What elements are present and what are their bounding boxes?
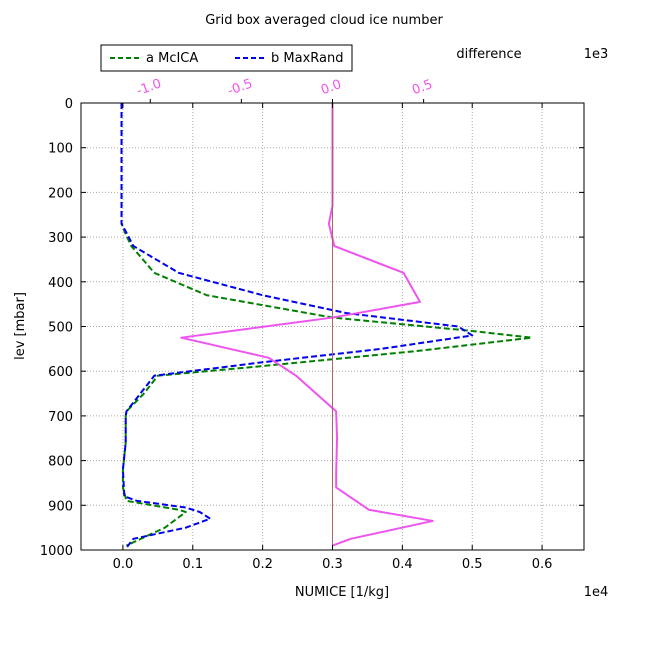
x-tick-label: 0.3: [322, 557, 343, 572]
y-tick-label: 800: [48, 455, 73, 470]
series-layer: [120, 103, 533, 550]
legend: a McICA b MaxRand: [100, 44, 353, 72]
y-tick-label: 300: [48, 231, 73, 246]
y-tick-label: 100: [48, 142, 73, 157]
y-tick-label: 400: [48, 276, 73, 291]
legend-label-maxrand: b MaxRand: [271, 51, 343, 66]
y-tick-label: 0: [65, 97, 73, 112]
x-tick-label: 0.2: [252, 557, 273, 572]
y-axis-label: lev [mbar]: [13, 292, 28, 360]
x-axis-label: NUMICE [1/kg]: [295, 585, 389, 600]
x-tick-label: 0.4: [392, 557, 413, 572]
legend-label-mcica: a McICA: [146, 51, 198, 66]
x-tick-label: 0.0: [113, 557, 134, 572]
chart-title: Grid box averaged cloud ice number: [205, 13, 443, 28]
y-tick-label: 600: [48, 365, 73, 380]
y-tick-label: 500: [48, 321, 73, 336]
top-axis-scale-label: 1e3: [584, 47, 609, 62]
top-tick-label: 0.0: [319, 77, 344, 98]
series-line-b-maxrand: [120, 103, 474, 549]
x-tick-label: 0.1: [182, 557, 203, 572]
y-tick-label: 900: [48, 499, 73, 514]
series-line-a-mcica: [120, 103, 533, 547]
legend-frame: [100, 44, 353, 72]
y-tick-label: 1000: [40, 544, 73, 559]
top-axis-label: difference: [456, 47, 521, 62]
y-tick-label: 700: [48, 410, 73, 425]
x-tick-label: 0.6: [532, 557, 553, 572]
y-tick-label: 200: [48, 186, 73, 201]
x-tick-label: 0.5: [462, 557, 483, 572]
series-line-difference: [180, 103, 434, 547]
x-axis-scale-label: 1e4: [584, 585, 609, 600]
tick-layer: 0.0 0.1 0.2 0.3 0.4 0.5 0.6 0 100 200 300 400 500 600…: [40, 76, 584, 572]
top-tick-label: 0.5: [410, 77, 435, 98]
